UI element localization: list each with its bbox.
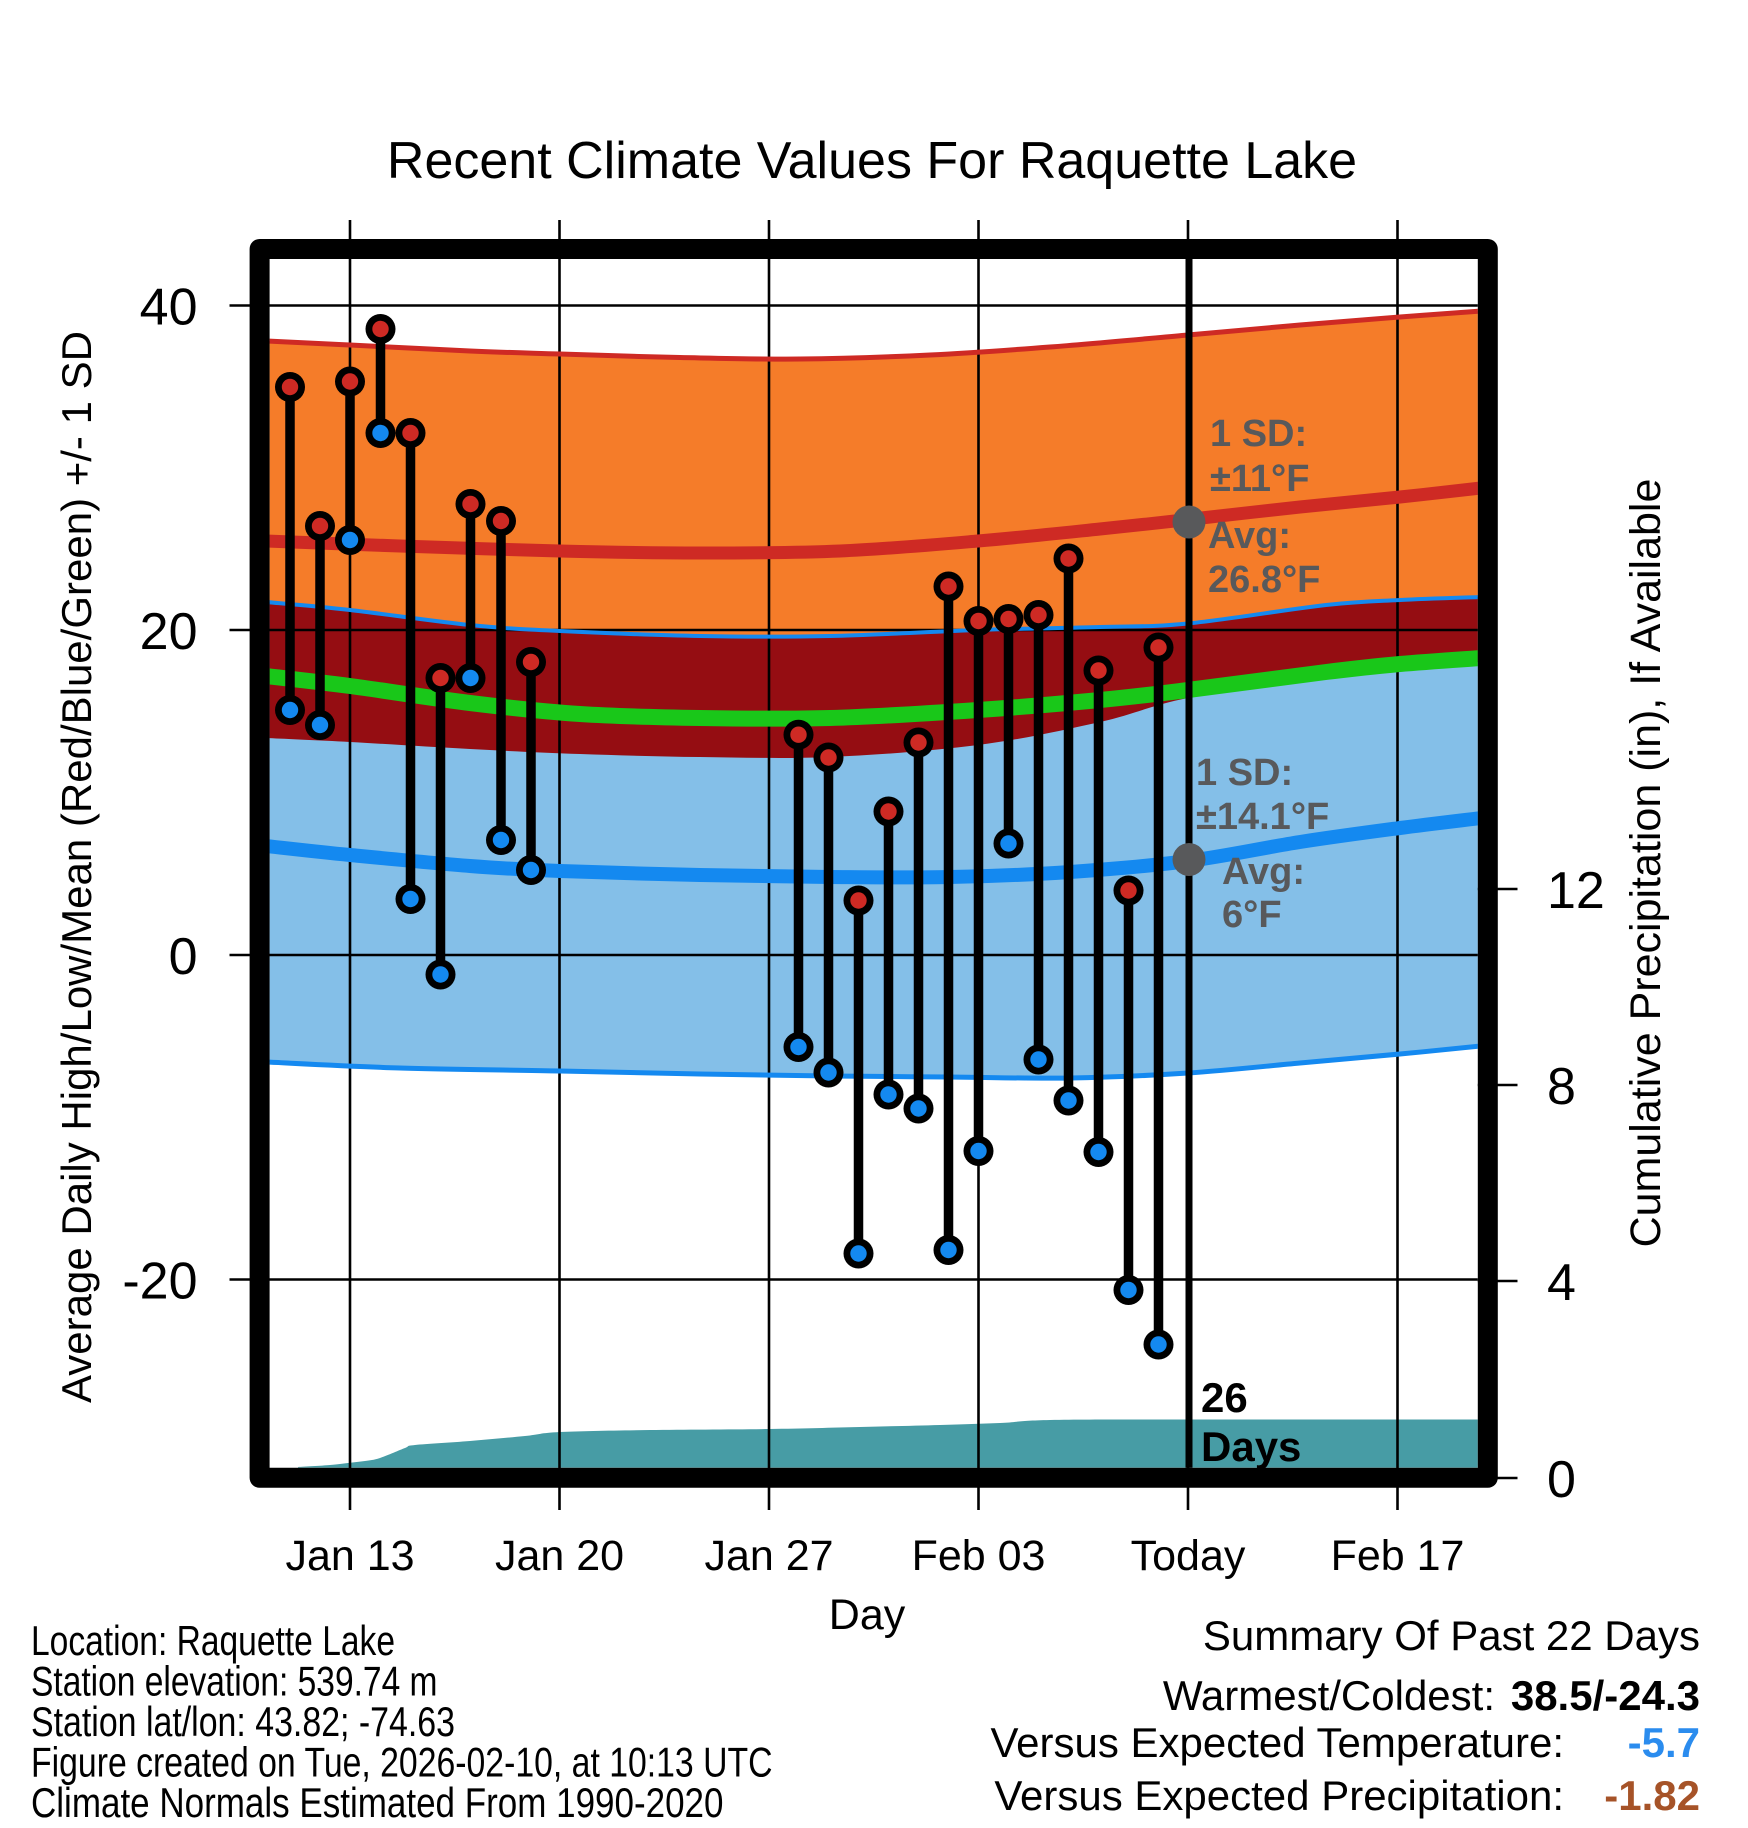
- svg-text:Location: Raquette Lake: Location: Raquette Lake: [31, 1617, 395, 1664]
- svg-text:Warmest/Coldest:: Warmest/Coldest:: [1163, 1672, 1495, 1719]
- svg-text:Jan 13: Jan 13: [285, 1532, 414, 1580]
- svg-text:Summary Of Past 22 Days: Summary Of Past 22 Days: [1203, 1612, 1700, 1659]
- svg-text:Feb 03: Feb 03: [912, 1532, 1046, 1580]
- svg-text:Figure created on Tue, 2026-02: Figure created on Tue, 2026-02-10, at 10…: [31, 1739, 773, 1786]
- svg-text:-5.7: -5.7: [1628, 1719, 1700, 1766]
- svg-text:0: 0: [1547, 1451, 1576, 1509]
- svg-text:Climate Normals Estimated From: Climate Normals Estimated From 1990-2020: [31, 1779, 724, 1826]
- svg-text:6°F: 6°F: [1222, 894, 1282, 936]
- svg-text:1 SD:: 1 SD:: [1196, 752, 1293, 794]
- svg-text:Station lat/lon: 43.82; -74.63: Station lat/lon: 43.82; -74.63: [31, 1698, 455, 1745]
- svg-text:-1.82: -1.82: [1604, 1772, 1700, 1819]
- svg-text:Station elevation: 539.74 m: Station elevation: 539.74 m: [31, 1658, 438, 1705]
- svg-text:Days: Days: [1201, 1423, 1301, 1470]
- svg-text:12: 12: [1547, 862, 1605, 920]
- svg-text:Versus Expected Temperature:: Versus Expected Temperature:: [990, 1719, 1564, 1766]
- svg-text:-20: -20: [122, 1253, 197, 1311]
- svg-text:26.8°F: 26.8°F: [1208, 559, 1320, 601]
- svg-text:8: 8: [1547, 1058, 1576, 1116]
- svg-text:0: 0: [169, 928, 198, 986]
- svg-text:40: 40: [140, 279, 198, 337]
- svg-text:20: 20: [140, 603, 198, 661]
- svg-text:Versus Expected Precipitation:: Versus Expected Precipitation:: [994, 1772, 1564, 1819]
- svg-text:Cumulative Precipitation (in),: Cumulative Precipitation (in), If Availa…: [1622, 479, 1670, 1248]
- svg-text:Recent Climate Values For Raqu: Recent Climate Values For Raquette Lake: [387, 132, 1357, 190]
- svg-text:Today: Today: [1131, 1532, 1246, 1580]
- svg-text:26: 26: [1201, 1374, 1248, 1421]
- svg-text:Jan 20: Jan 20: [495, 1532, 624, 1580]
- svg-text:Feb 17: Feb 17: [1331, 1532, 1465, 1580]
- svg-text:±14.1°F: ±14.1°F: [1196, 796, 1329, 838]
- svg-text:Average Daily High/Low/Mean (R: Average Daily High/Low/Mean (Red/Blue/Gr…: [53, 331, 100, 1403]
- svg-text:38.5/-24.3: 38.5/-24.3: [1511, 1672, 1700, 1719]
- svg-text:4: 4: [1547, 1254, 1576, 1312]
- svg-text:Jan 27: Jan 27: [704, 1532, 833, 1580]
- svg-text:±11°F: ±11°F: [1210, 458, 1309, 500]
- svg-text:1 SD:: 1 SD:: [1210, 413, 1307, 455]
- svg-text:Avg:: Avg:: [1222, 851, 1305, 893]
- svg-text:Avg:: Avg:: [1208, 515, 1291, 557]
- svg-text:Day: Day: [829, 1591, 906, 1639]
